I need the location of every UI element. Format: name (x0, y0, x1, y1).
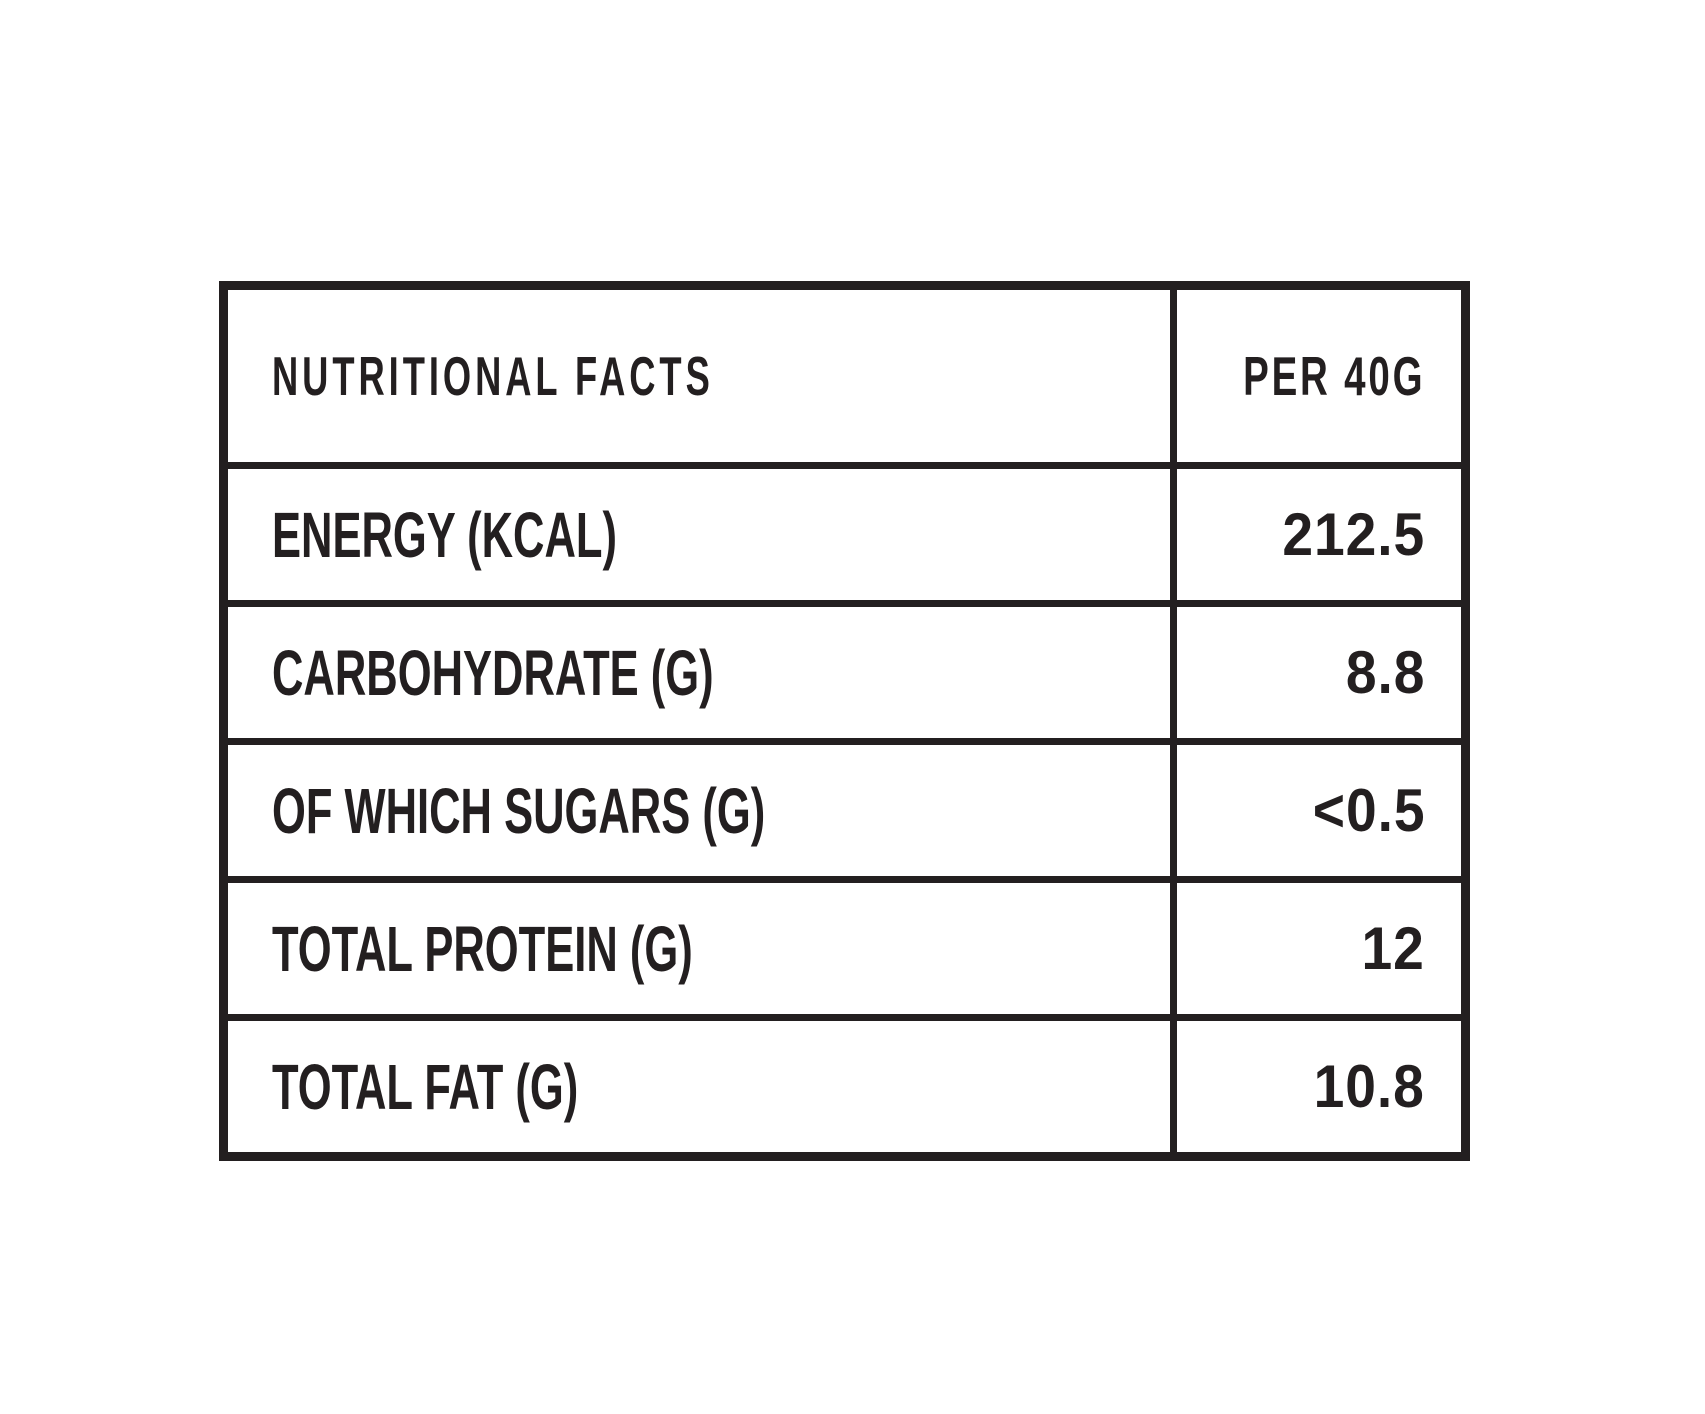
row-value: 12 (1361, 914, 1425, 982)
row-label-cell: OF WHICH SUGARS (G) (228, 745, 1170, 876)
row-value: <0.5 (1312, 776, 1425, 844)
nutrition-table: NUTRITIONAL FACTS PER 40G ENERGY (KCAL) … (219, 281, 1470, 1161)
per-serving-header: PER 40G (1242, 344, 1425, 407)
row-label-cell: TOTAL FAT (G) (228, 1021, 1170, 1152)
header-title-cell: NUTRITIONAL FACTS (228, 290, 1170, 462)
header-serving-cell: PER 40G (1170, 290, 1461, 462)
row-value-cell: 12 (1170, 883, 1461, 1014)
table-title: NUTRITIONAL FACTS (272, 344, 714, 407)
row-label-cell: ENERGY (KCAL) (228, 469, 1170, 600)
row-value-cell: 212.5 (1170, 469, 1461, 600)
row-value: 8.8 (1345, 638, 1425, 706)
table-header-row: NUTRITIONAL FACTS PER 40G (228, 290, 1461, 462)
row-value: 212.5 (1282, 500, 1425, 568)
table-row: CARBOHYDRATE (G) 8.8 (228, 600, 1461, 738)
table-row: TOTAL FAT (G) 10.8 (228, 1014, 1461, 1152)
row-label: OF WHICH SUGARS (G) (272, 774, 766, 847)
row-label: ENERGY (KCAL) (272, 498, 617, 571)
row-value-cell: 10.8 (1170, 1021, 1461, 1152)
row-label: TOTAL FAT (G) (272, 1050, 579, 1123)
row-value: 10.8 (1313, 1052, 1425, 1120)
row-label: TOTAL PROTEIN (G) (272, 912, 693, 985)
row-value-cell: <0.5 (1170, 745, 1461, 876)
table-row: ENERGY (KCAL) 212.5 (228, 462, 1461, 600)
row-value-cell: 8.8 (1170, 607, 1461, 738)
table-row: TOTAL PROTEIN (G) 12 (228, 876, 1461, 1014)
row-label: CARBOHYDRATE (G) (272, 636, 714, 709)
row-label-cell: TOTAL PROTEIN (G) (228, 883, 1170, 1014)
row-label-cell: CARBOHYDRATE (G) (228, 607, 1170, 738)
table-row: OF WHICH SUGARS (G) <0.5 (228, 738, 1461, 876)
